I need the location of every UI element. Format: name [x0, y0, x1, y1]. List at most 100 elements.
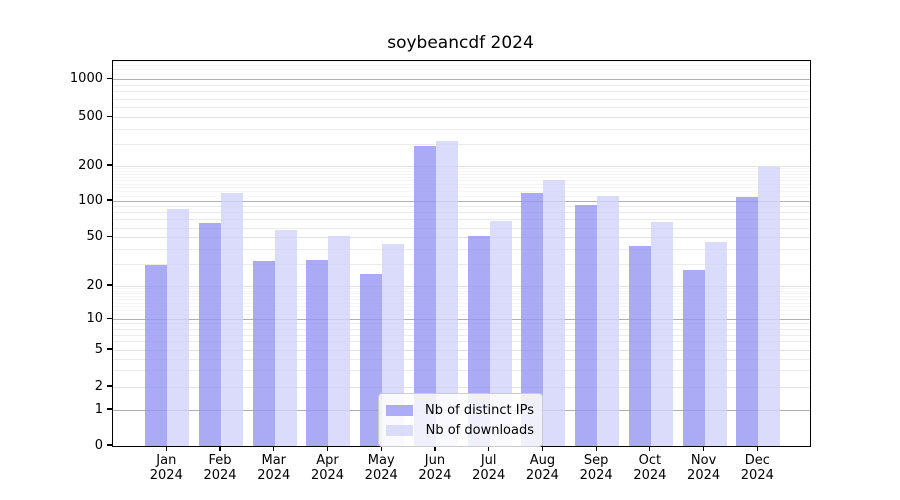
- gridline-90: [113, 206, 810, 208]
- bar-group-dec: [736, 61, 781, 446]
- x-tick-label-jun: Jun 2024: [405, 453, 465, 483]
- gridline-11: [113, 314, 810, 316]
- x-tick-year: 2024: [203, 468, 237, 483]
- x-tick-mark-jan: [165, 446, 167, 451]
- y-tick-mark-5: [107, 348, 112, 350]
- bar-downloads-nov: [704, 242, 727, 446]
- bar-distinct-ips-jun: [413, 145, 436, 446]
- gridline-190: [113, 168, 810, 170]
- x-tick-year: 2024: [364, 468, 398, 483]
- gridline-110: [113, 195, 810, 197]
- gridline-20: [113, 285, 810, 287]
- plot-area: [112, 60, 811, 447]
- bar-group-may: [360, 61, 405, 446]
- x-tick-mark-sep: [595, 446, 597, 451]
- x-tick-mark-mar: [273, 446, 275, 451]
- gridline-80: [113, 212, 810, 214]
- legend-item-distinct-ips: Nb of distinct IPs: [386, 400, 534, 420]
- bar-downloads-dec: [758, 167, 781, 446]
- y-tick-mark-1000: [107, 77, 112, 79]
- gridline-300: [113, 144, 810, 146]
- x-tick-mark-may: [380, 446, 382, 451]
- x-tick-label-sep: Sep 2024: [566, 453, 626, 483]
- y-tick-label-1000: 1000: [69, 70, 103, 86]
- x-tick-year: 2024: [687, 468, 721, 483]
- y-tick-mark-2: [107, 385, 112, 387]
- bar-downloads-jun: [435, 141, 458, 446]
- gridline-180: [113, 170, 810, 172]
- x-tick-year: 2024: [257, 468, 291, 483]
- gridline-170: [113, 173, 810, 175]
- bar-downloads-jan: [167, 209, 190, 446]
- x-tick-year: 2024: [310, 468, 345, 483]
- y-tick-mark-50: [107, 236, 112, 238]
- x-tick-label-mar: Mar 2024: [244, 453, 304, 483]
- gridline-12: [113, 310, 810, 312]
- gridline-1100: [113, 73, 810, 75]
- gridline-900: [113, 84, 810, 86]
- gridline-50: [113, 237, 810, 239]
- bar-group-aug: [521, 61, 566, 446]
- gridline-120: [113, 191, 810, 193]
- x-tick-year: 2024: [418, 468, 452, 483]
- y-tick-label-10: 10: [86, 310, 103, 326]
- gridline-10: [113, 318, 810, 320]
- gridline-200: [113, 165, 810, 167]
- gridline-8: [113, 328, 810, 330]
- bar-distinct-ips-aug: [521, 192, 544, 446]
- y-tick-mark-100: [107, 199, 112, 201]
- bar-group-feb: [199, 61, 244, 446]
- x-tick-year: 2024: [149, 468, 183, 483]
- x-tick-mark-oct: [649, 446, 651, 451]
- gridline-13: [113, 306, 810, 308]
- legend-label-distinct-ips: Nb of distinct IPs: [425, 402, 534, 418]
- y-tick-label-5: 5: [94, 341, 103, 357]
- bar-downloads-apr: [328, 235, 351, 446]
- gridline-30: [113, 264, 810, 266]
- bar-distinct-ips-sep: [575, 205, 598, 446]
- bar-group-jun: [413, 61, 458, 446]
- gridline-15: [113, 299, 810, 301]
- x-tick-mark-feb: [219, 446, 221, 451]
- legend-item-downloads: Nb of downloads: [386, 420, 534, 440]
- gridline-16: [113, 296, 810, 298]
- x-tick-mark-aug: [541, 446, 543, 451]
- bar-group-apr: [306, 61, 351, 446]
- y-tick-label-2: 2: [94, 378, 103, 394]
- x-tick-label-may: May 2024: [351, 453, 411, 483]
- y-tick-label-20: 20: [86, 277, 103, 293]
- x-tick-label-dec: Dec 2024: [727, 453, 787, 483]
- gridline-2: [113, 386, 810, 388]
- gridline-70: [113, 219, 810, 221]
- bar-group-mar: [252, 61, 297, 446]
- y-tick-label-100: 100: [78, 192, 103, 208]
- x-tick-label-apr: Apr 2024: [297, 453, 357, 483]
- gridline-400: [113, 128, 810, 130]
- gridline-600: [113, 107, 810, 109]
- bar-group-nov: [682, 61, 727, 446]
- y-tick-mark-0: [107, 444, 112, 446]
- x-tick-label-oct: Oct 2024: [620, 453, 680, 483]
- gridline-150: [113, 180, 810, 182]
- gridline-130: [113, 187, 810, 189]
- y-tick-label-50: 50: [86, 229, 103, 245]
- bar-downloads-jul: [489, 221, 512, 446]
- bar-distinct-ips-may: [360, 274, 383, 446]
- bar-distinct-ips-apr: [306, 259, 329, 446]
- gridline-9: [113, 323, 810, 325]
- gridline-1000: [113, 78, 810, 80]
- x-tick-label-aug: Aug 2024: [512, 453, 572, 483]
- bar-group-oct: [628, 61, 673, 446]
- gridline-1200: [113, 69, 810, 71]
- y-tick-mark-500: [107, 116, 112, 118]
- x-tick-mark-jul: [488, 446, 490, 451]
- legend-swatch-distinct-ips: [386, 404, 413, 416]
- gridline-700: [113, 98, 810, 100]
- x-tick-label-feb: Feb 2024: [190, 453, 250, 483]
- gridline-40: [113, 248, 810, 250]
- x-tick-label-nov: Nov 2024: [674, 453, 734, 483]
- gridline-1300: [113, 64, 810, 66]
- gridline-100: [113, 200, 810, 202]
- bar-group-jul: [467, 61, 512, 446]
- bar-downloads-mar: [274, 229, 297, 446]
